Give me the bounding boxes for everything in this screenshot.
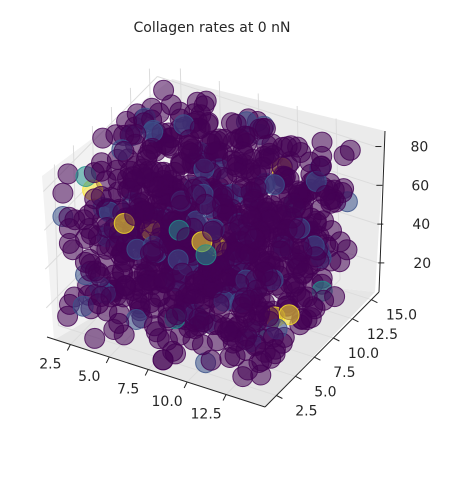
x-axis-line xyxy=(46,336,266,408)
scatter-point xyxy=(250,364,272,386)
y-tick-label: 15.0 xyxy=(386,308,417,324)
x-tick xyxy=(222,394,227,401)
x-tick-label: 5.0 xyxy=(78,369,100,385)
y-tick xyxy=(276,395,283,399)
scatter-point xyxy=(131,163,153,185)
x-tick-label: 2.5 xyxy=(39,357,61,373)
scatter-point xyxy=(184,288,206,310)
scatter-point xyxy=(165,304,187,326)
scatter-point xyxy=(232,293,254,315)
scatter-point xyxy=(283,192,305,214)
scatter-point xyxy=(140,242,161,264)
y-axis-line xyxy=(264,291,380,408)
scatter-point xyxy=(263,174,285,196)
scatter-point xyxy=(200,349,222,371)
scatter-point xyxy=(239,318,261,340)
scatter-point xyxy=(197,113,219,135)
y-tick-label: 7.5 xyxy=(333,365,355,381)
x-tick-label: 10.0 xyxy=(152,394,183,410)
scatter-point xyxy=(276,218,298,240)
scatter-point xyxy=(147,286,169,308)
scatter-point xyxy=(262,326,284,348)
scatter-point xyxy=(113,140,135,162)
scatter-point xyxy=(280,135,302,157)
scatter-point xyxy=(202,220,223,242)
scatter-point xyxy=(83,162,105,184)
scatter-point xyxy=(278,304,300,326)
x-tick xyxy=(183,381,188,389)
scatter-point xyxy=(114,275,136,296)
scatter-point xyxy=(108,181,129,203)
scatter-point xyxy=(152,349,174,371)
scatter-point xyxy=(333,145,355,167)
z-tick-label: 80 xyxy=(410,140,428,156)
z-tick-label: 60 xyxy=(411,178,429,194)
y-tick-label: 10.0 xyxy=(348,346,379,362)
x-tick xyxy=(105,356,110,364)
scatter-point xyxy=(315,185,337,206)
scatter-point xyxy=(244,228,266,250)
scatter-point xyxy=(87,293,109,315)
scatter-point xyxy=(240,181,262,203)
z-axis-line xyxy=(378,130,386,293)
y-tick xyxy=(352,318,359,323)
scatter-point xyxy=(217,321,238,343)
scatter-point xyxy=(182,329,204,351)
y-tick xyxy=(295,375,302,380)
y-tick xyxy=(314,356,321,361)
gridline-z-back xyxy=(157,76,376,147)
scatter-point xyxy=(311,131,333,153)
scatter-point xyxy=(84,327,106,349)
scatter-point xyxy=(62,239,84,261)
scatter-point xyxy=(220,222,242,244)
scatter-point xyxy=(92,127,114,149)
scatter-point xyxy=(169,188,191,210)
y-tick xyxy=(333,337,340,342)
y-tick-label: 12.5 xyxy=(367,327,398,343)
scatter-point xyxy=(195,244,217,266)
scatter-point xyxy=(78,218,100,239)
z-tick-label: 20 xyxy=(413,256,431,272)
scatter-point xyxy=(58,218,80,240)
scatter-point xyxy=(57,163,79,185)
scatter-point xyxy=(148,176,170,198)
chart-title: Collagen rates at 0 nN xyxy=(134,20,291,36)
scatter-point xyxy=(232,366,254,388)
scatter-point xyxy=(310,155,332,177)
y-tick xyxy=(371,299,378,304)
axis-ticks: 2.5 5.0 7.5 10.0 12.5 2.5 5.0 7.5 10.0 12.5 15.0 20… xyxy=(39,140,431,423)
x-tick xyxy=(66,344,71,351)
x-tick xyxy=(144,369,149,376)
scatter-point xyxy=(52,182,74,204)
z-tick-label: 40 xyxy=(412,217,430,233)
scatter-point xyxy=(113,324,135,346)
scatter-point xyxy=(285,272,307,294)
scatter-point xyxy=(180,142,202,164)
scatter-point xyxy=(199,133,221,155)
scatter-points xyxy=(52,79,361,388)
scatter-point xyxy=(305,246,326,268)
scatter-point xyxy=(84,260,106,282)
scatter-point xyxy=(192,311,214,333)
scatter-point xyxy=(171,262,193,284)
scatter-point xyxy=(134,200,155,222)
x-tick-label: 12.5 xyxy=(191,407,222,423)
scatter-point xyxy=(153,267,175,289)
x-tick-label: 7.5 xyxy=(117,382,139,398)
scatter-point xyxy=(113,251,135,273)
scatter-point xyxy=(90,185,112,207)
y-tick-label: 5.0 xyxy=(314,384,336,400)
y-tick-label: 2.5 xyxy=(295,404,317,420)
scatter-point xyxy=(160,94,182,116)
scatter-point xyxy=(156,329,178,351)
